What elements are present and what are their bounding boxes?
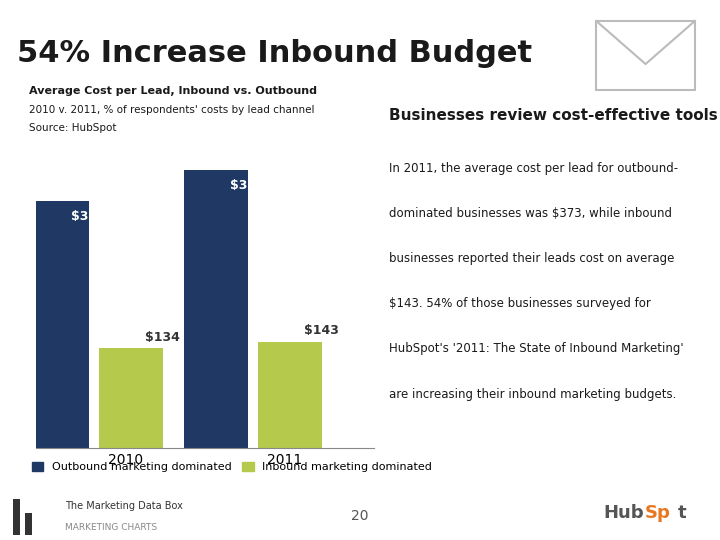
- Bar: [13, 498, 20, 535]
- Bar: [25, 513, 32, 535]
- Text: 2010 v. 2011, % of respondents' costs by lead channel: 2010 v. 2011, % of respondents' costs by…: [29, 105, 315, 115]
- Bar: [25, 201, 89, 448]
- Text: Source: HubSpot: Source: HubSpot: [29, 123, 117, 133]
- Text: HubSpot's '2011: The State of Inbound Marketing': HubSpot's '2011: The State of Inbound Ma…: [389, 342, 683, 355]
- Text: Businesses review cost-effective tools: Businesses review cost-effective tools: [389, 108, 718, 123]
- Text: dominated businesses was $373, while inbound: dominated businesses was $373, while inb…: [389, 207, 672, 220]
- Bar: [184, 170, 248, 448]
- Text: Sp: Sp: [644, 504, 670, 522]
- Bar: [596, 21, 695, 90]
- Text: businesses reported their leads cost on average: businesses reported their leads cost on …: [389, 252, 674, 265]
- Text: are increasing their inbound marketing budgets.: are increasing their inbound marketing b…: [389, 388, 676, 401]
- Bar: [99, 348, 163, 448]
- Text: 54% Increase Inbound Budget: 54% Increase Inbound Budget: [17, 39, 532, 69]
- Text: $143. 54% of those businesses surveyed for: $143. 54% of those businesses surveyed f…: [389, 297, 651, 310]
- Legend: Outbound marketing dominated, Inbound marketing dominated: Outbound marketing dominated, Inbound ma…: [27, 457, 437, 477]
- Text: The Marketing Data Box: The Marketing Data Box: [65, 501, 183, 511]
- Text: $143: $143: [304, 324, 339, 337]
- Text: t: t: [678, 504, 687, 522]
- Text: Hub: Hub: [604, 504, 644, 522]
- Text: $332: $332: [71, 210, 107, 222]
- Text: In 2011, the average cost per lead for outbound-: In 2011, the average cost per lead for o…: [389, 161, 678, 174]
- Text: 20: 20: [351, 509, 369, 523]
- Text: MARKETING CHARTS: MARKETING CHARTS: [65, 523, 157, 532]
- Text: $134: $134: [145, 331, 180, 344]
- Text: Average Cost per Lead, Inbound vs. Outbound: Average Cost per Lead, Inbound vs. Outbo…: [29, 86, 317, 97]
- Bar: [258, 342, 322, 448]
- Text: $373: $373: [230, 179, 265, 192]
